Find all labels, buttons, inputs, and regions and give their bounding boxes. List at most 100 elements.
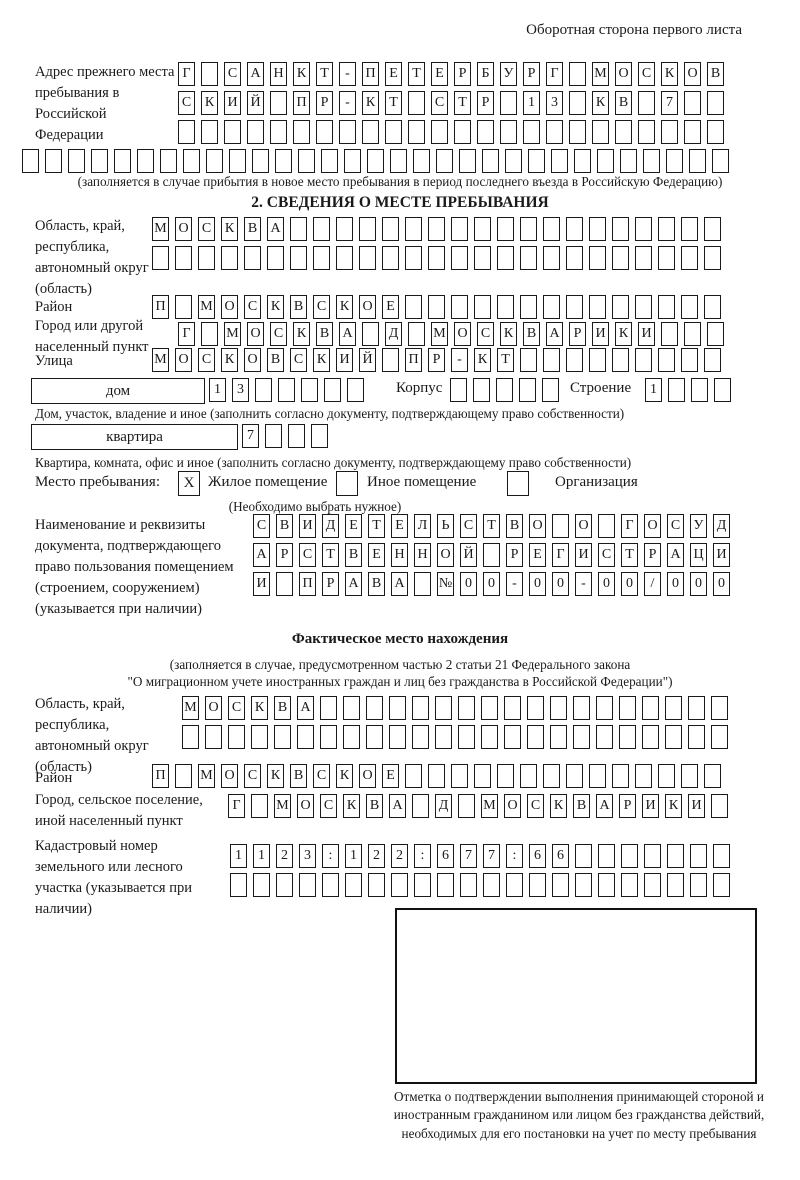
char-box-filled: : bbox=[506, 844, 523, 868]
house-label-box: дом bbox=[31, 378, 205, 404]
char-box bbox=[566, 764, 583, 788]
char-box bbox=[367, 149, 384, 173]
char-box bbox=[343, 696, 360, 720]
actual-region-label: Область, край, республика, автономный ок… bbox=[35, 696, 149, 776]
confirmation-caption: Отметка о подтверждении выполнения прини… bbox=[393, 1089, 765, 1141]
char-box-filled: Е bbox=[385, 62, 402, 86]
char-box bbox=[252, 149, 269, 173]
char-box-filled: : bbox=[414, 844, 431, 868]
char-box bbox=[451, 246, 468, 270]
char-box-filled: А bbox=[345, 572, 362, 596]
char-box bbox=[473, 378, 490, 402]
char-box-filled: А bbox=[389, 794, 406, 818]
char-box bbox=[405, 764, 422, 788]
char-box-filled: 1 bbox=[230, 844, 247, 868]
region-row-2 bbox=[152, 246, 721, 270]
char-box bbox=[45, 149, 62, 173]
char-box bbox=[612, 217, 629, 241]
stay-type-checkbox-other-premises bbox=[336, 471, 358, 496]
char-box bbox=[620, 149, 637, 173]
char-box-filled: К bbox=[267, 295, 284, 319]
char-box bbox=[454, 120, 471, 144]
char-box-filled: С bbox=[244, 764, 261, 788]
char-box bbox=[255, 378, 272, 402]
char-box bbox=[382, 217, 399, 241]
char-box bbox=[408, 322, 425, 346]
char-box bbox=[642, 725, 659, 749]
char-box bbox=[681, 764, 698, 788]
char-box bbox=[229, 149, 246, 173]
char-box bbox=[313, 217, 330, 241]
char-box bbox=[500, 91, 517, 115]
char-box-filled: С bbox=[244, 295, 261, 319]
char-box-filled: 0 bbox=[713, 572, 730, 596]
char-box-filled: О bbox=[504, 794, 521, 818]
stroenie-label: Строение bbox=[570, 380, 632, 396]
char-box bbox=[251, 794, 268, 818]
char-box-filled: О bbox=[615, 62, 632, 86]
char-box-filled: О bbox=[529, 514, 546, 538]
char-box bbox=[414, 873, 431, 897]
char-box bbox=[389, 725, 406, 749]
char-box bbox=[316, 120, 333, 144]
char-box bbox=[431, 120, 448, 144]
char-box bbox=[450, 378, 467, 402]
char-box bbox=[569, 120, 586, 144]
char-box-filled: Ц bbox=[690, 543, 707, 567]
char-box bbox=[320, 696, 337, 720]
char-box bbox=[506, 873, 523, 897]
char-box bbox=[251, 725, 268, 749]
char-box bbox=[612, 246, 629, 270]
char-box-filled: 0 bbox=[667, 572, 684, 596]
char-box bbox=[551, 149, 568, 173]
char-box bbox=[288, 424, 305, 448]
char-box bbox=[175, 295, 192, 319]
char-box bbox=[298, 149, 315, 173]
char-box bbox=[362, 322, 379, 346]
char-box-filled: М bbox=[481, 794, 498, 818]
document-row-3: И П Р А В А № 0 0-0 0-0 0/0 0 0 bbox=[253, 572, 730, 596]
char-box bbox=[458, 794, 475, 818]
house-note: Дом, участок, владение и иное (заполнить… bbox=[35, 406, 625, 421]
street-label: Улица bbox=[35, 353, 73, 369]
char-box-filled: П bbox=[299, 572, 316, 596]
char-box bbox=[474, 764, 491, 788]
char-box bbox=[201, 120, 218, 144]
char-box-filled: С bbox=[667, 514, 684, 538]
char-box-filled: С bbox=[313, 295, 330, 319]
char-box-filled: В bbox=[523, 322, 540, 346]
stay-type-option-organization: Организация bbox=[555, 474, 638, 490]
char-box bbox=[22, 149, 39, 173]
char-box bbox=[711, 696, 728, 720]
actual-location-title: Фактическое место нахождения bbox=[291, 631, 509, 647]
char-box bbox=[667, 873, 684, 897]
char-box-filled: - bbox=[451, 348, 468, 372]
char-box-filled: Р bbox=[428, 348, 445, 372]
stay-type-option-other-premises: Иное помещение bbox=[367, 474, 477, 490]
char-box bbox=[437, 873, 454, 897]
char-box bbox=[520, 246, 537, 270]
char-box-filled: А bbox=[546, 322, 563, 346]
char-box bbox=[527, 725, 544, 749]
char-box-filled: М bbox=[198, 295, 215, 319]
char-box-filled: 7 bbox=[483, 844, 500, 868]
char-box bbox=[574, 149, 591, 173]
char-box bbox=[575, 844, 592, 868]
char-box bbox=[589, 764, 606, 788]
char-box bbox=[324, 378, 341, 402]
actual-location-note-line2: "О миграционном учете иностранных гражда… bbox=[127, 674, 673, 689]
char-box bbox=[566, 295, 583, 319]
char-box bbox=[527, 696, 544, 720]
char-box-filled: В bbox=[290, 295, 307, 319]
char-box-filled: Р bbox=[619, 794, 636, 818]
char-box bbox=[247, 120, 264, 144]
char-box-filled: Т bbox=[621, 543, 638, 567]
char-box bbox=[198, 246, 215, 270]
actual-region-row-2 bbox=[182, 725, 728, 749]
char-box bbox=[385, 120, 402, 144]
char-box bbox=[481, 696, 498, 720]
char-box bbox=[182, 725, 199, 749]
char-box bbox=[321, 149, 338, 173]
char-box bbox=[497, 295, 514, 319]
checkbox-x-mark: X bbox=[183, 475, 195, 491]
